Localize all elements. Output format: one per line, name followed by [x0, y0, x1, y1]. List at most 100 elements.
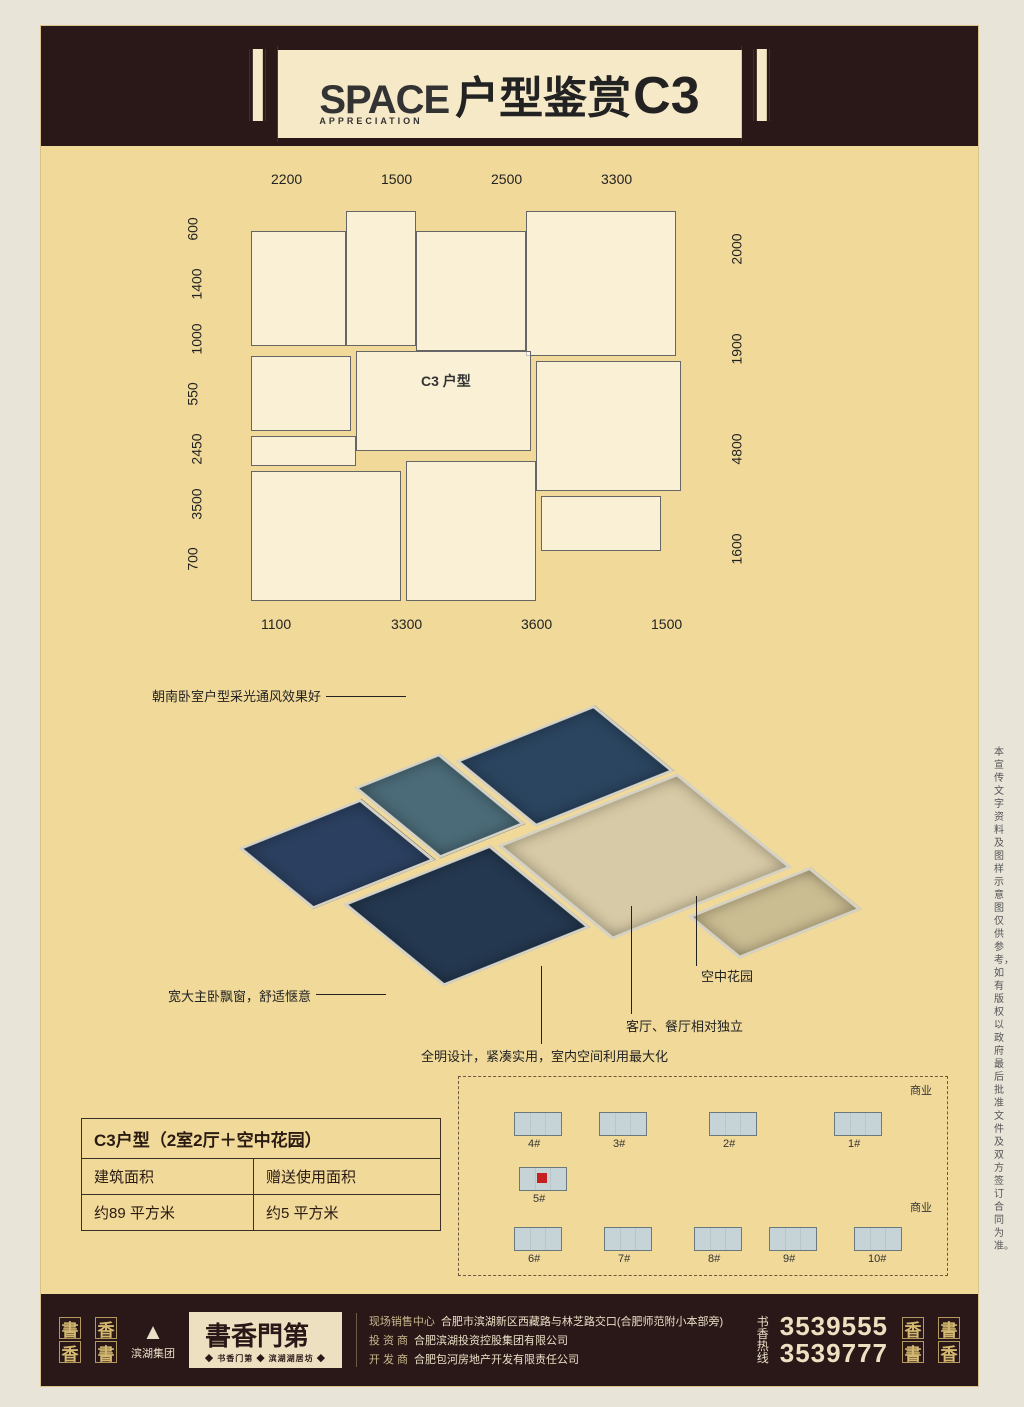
plan-room [406, 461, 536, 601]
dim-left: 550 [185, 382, 201, 405]
seal-icon: 香 [59, 1341, 81, 1363]
info-value: 合肥包河房地产开发有限责任公司 [414, 1354, 579, 1366]
sitemap-building [709, 1112, 757, 1136]
scroll-ornament-left [249, 46, 265, 124]
plan-room [346, 211, 416, 346]
dim-left: 600 [185, 217, 201, 240]
dim-right: 2000 [729, 233, 745, 264]
scroll-ornament-right [754, 46, 770, 124]
seal-stack-left: 書 香 [59, 1317, 81, 1363]
header-english: SPACE APPRECIATION [319, 78, 449, 123]
seal-icon: 香 [938, 1341, 960, 1363]
sitemap-building-label: 9# [783, 1253, 795, 1265]
disclaimer-text: 本宣传文字资料及图样示意图仅供参考，如有版权以政府最后批准文件及双方签订合同为准… [994, 746, 1008, 1253]
spec-title: C3户型（2室2厅＋空中花园） [82, 1119, 441, 1159]
sitemap-building [694, 1227, 742, 1251]
project-brand: 書香門第 [189, 1312, 342, 1368]
dim-left: 3500 [189, 488, 205, 519]
sitemap-biz-top: 商业 [910, 1082, 932, 1098]
callout-sky-garden: 空中花园 [701, 966, 753, 985]
floorplan-label: C3 户型 [421, 371, 471, 391]
sitemap-building [834, 1112, 882, 1136]
plan-room [536, 361, 681, 491]
plan-room [251, 231, 346, 346]
sitemap-biz-bottom: 商业 [910, 1199, 932, 1215]
seal-icon: 書 [902, 1341, 924, 1363]
brochure: SPACE APPRECIATION 户型鉴赏 C3 2200 1500 2500 3… [40, 25, 979, 1387]
page: SPACE APPRECIATION 户型鉴赏 C3 2200 1500 2500 3… [0, 0, 1024, 1407]
dim-bottom: 1500 [651, 616, 682, 632]
sitemap-building [854, 1227, 902, 1251]
dim-right: 1900 [729, 333, 745, 364]
footer-band: 書 香 香 書 ▲ 滨湖集团 書香門第 现场销售中心合肥市滨湖新区西藏路与林芝路… [41, 1294, 978, 1386]
seal-icon: 香 [902, 1317, 924, 1339]
footer-info: 现场销售中心合肥市滨湖新区西藏路与林芝路交口(合肥师范附小本部旁) 投 资 商合… [356, 1313, 723, 1367]
seal-icon: 書 [59, 1317, 81, 1339]
dim-left: 1400 [189, 268, 205, 299]
sitemap-building-label: 1# [848, 1138, 860, 1150]
dim-left: 700 [185, 547, 201, 570]
spec-table: C3户型（2室2厅＋空中花园） 建筑面积 赠送使用面积 约89 平方米 约5 平… [81, 1118, 441, 1231]
sitemap-building [514, 1227, 562, 1251]
spec-value-bonus: 约5 平方米 [254, 1195, 441, 1231]
seal-stack-right: 香 書 [902, 1317, 924, 1363]
plan-room [251, 471, 401, 601]
seal-icon: 書 [95, 1341, 117, 1363]
hotline-block: 书香热线 3539555 3539777 [757, 1313, 888, 1368]
sitemap-building [769, 1227, 817, 1251]
info-label: 开 发 商 [369, 1354, 408, 1366]
spec-label-bonus: 赠送使用面积 [254, 1159, 441, 1195]
info-value: 合肥滨湖投资控股集团有限公司 [414, 1335, 568, 1347]
sitemap-building [604, 1227, 652, 1251]
dim-top: 3300 [601, 171, 632, 187]
hotline-phones: 3539555 3539777 [780, 1313, 888, 1368]
logo-icon: ▲ [142, 1319, 164, 1345]
sitemap-building-label: 2# [723, 1138, 735, 1150]
callout-living-dining: 客厅、餐厅相对独立 [626, 1016, 743, 1035]
plan-room [251, 356, 351, 431]
plan-room [541, 496, 661, 551]
phone-1: 3539555 [780, 1313, 888, 1340]
site-map: 商业 商业 4# 3# 2# 1# 5# 6# 7# 8# 9# 10# [458, 1076, 948, 1276]
spec-value-area: 约89 平方米 [82, 1195, 254, 1231]
seal-stack-right2: 書 香 [938, 1317, 960, 1363]
header-chinese: 户型鉴赏 [455, 62, 631, 126]
dim-right: 1600 [729, 533, 745, 564]
dim-top: 2200 [271, 171, 302, 187]
dim-bottom: 1100 [261, 616, 291, 632]
callout-south-bedroom: 朝南卧室户型采光通风效果好 [121, 686, 321, 705]
plan-room [416, 231, 526, 351]
info-value: 合肥市滨湖新区西藏路与林芝路交口(合肥师范附小本部旁) [441, 1316, 723, 1328]
sitemap-building-label: 4# [528, 1138, 540, 1150]
sitemap-building [514, 1112, 562, 1136]
dim-left: 2450 [189, 433, 205, 464]
developer-logo: ▲ 滨湖集团 [131, 1319, 175, 1361]
sitemap-building-label: 3# [613, 1138, 625, 1150]
you-are-here-icon [537, 1173, 547, 1183]
seal-icon: 書 [938, 1317, 960, 1339]
sitemap-building [599, 1112, 647, 1136]
plan-room [526, 211, 676, 356]
plan-room [356, 351, 531, 451]
seal-stack-left2: 香 書 [95, 1317, 117, 1363]
dim-bottom: 3600 [521, 616, 552, 632]
sitemap-building-label: 5# [533, 1193, 545, 1205]
plan-room [251, 436, 356, 466]
dim-right: 4800 [729, 433, 745, 464]
header-code: C3 [633, 66, 699, 126]
header-plaque: SPACE APPRECIATION 户型鉴赏 C3 [277, 46, 741, 142]
dim-top: 2500 [491, 171, 522, 187]
callout-layout: 全明设计，紧凑实用，室内空间利用最大化 [421, 1046, 741, 1065]
hotline-label: 书香热线 [757, 1316, 772, 1364]
floorplan-3d [250, 651, 770, 1051]
sitemap-building-label: 7# [618, 1253, 630, 1265]
sitemap-building-label: 10# [868, 1253, 886, 1265]
floorplan-2d: 2200150025003300 1100330036001500 600140… [121, 171, 898, 621]
phone-2: 3539777 [780, 1340, 888, 1367]
sitemap-building-label: 8# [708, 1253, 720, 1265]
dim-left: 1000 [189, 323, 205, 354]
callout-master-bedroom: 宽大主卧飘窗，舒适惬意 [121, 986, 311, 1005]
info-label: 投 资 商 [369, 1335, 408, 1347]
sitemap-building-label: 6# [528, 1253, 540, 1265]
header-english-sub: APPRECIATION [319, 116, 422, 126]
